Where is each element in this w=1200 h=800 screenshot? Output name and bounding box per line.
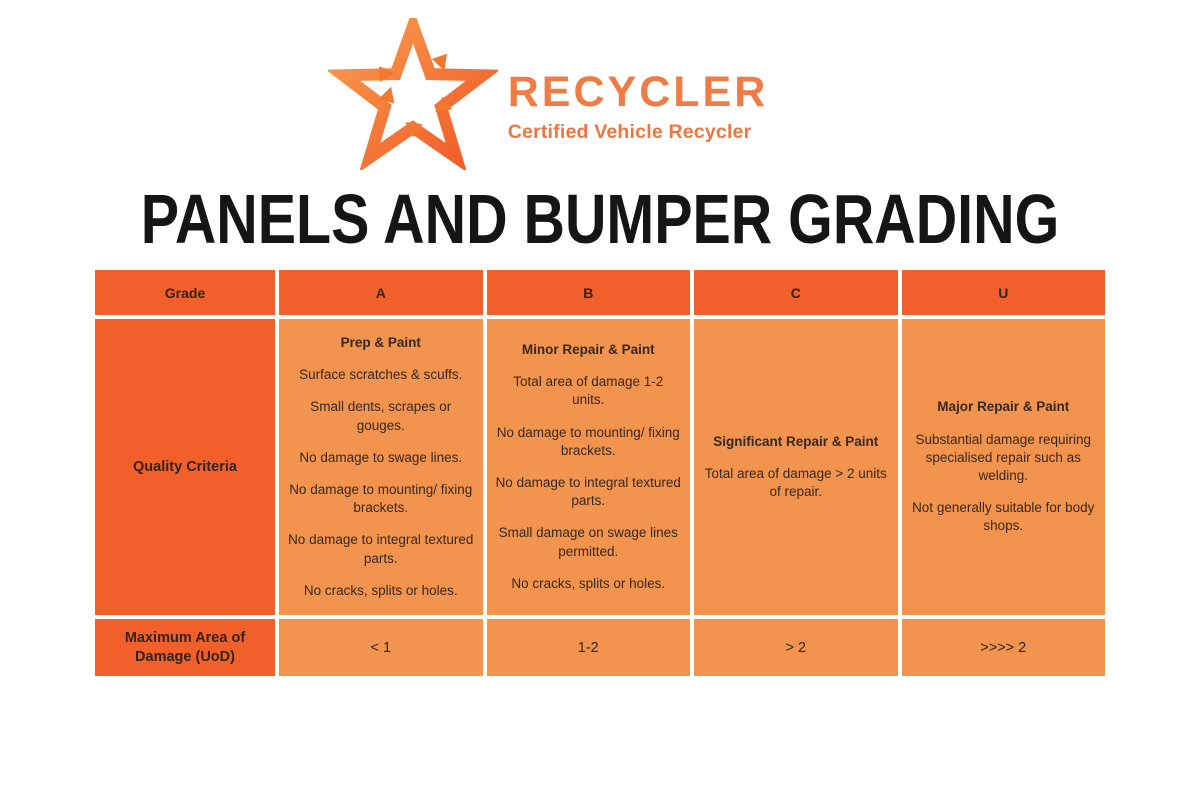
grade-a-item: No cracks, splits or holes. [303,582,458,598]
grade-a-item: No damage to swage lines. [299,449,463,465]
grade-a-item: Small dents, scrapes or gouges. [310,399,452,433]
grade-b-item: No damage to mounting/ fixing brackets. [496,424,680,458]
grade-u-item: Not generally suitable for body shops. [912,500,1095,534]
max-damage-grade-a: < 1 [279,619,483,676]
grade-a-title: Prep & Paint [340,334,421,350]
grade-b-title: Minor Repair & Paint [521,341,655,357]
header-cell-c: C [694,270,898,315]
quality-cell-grade-a: Prep & Paint Surface scratches & scuffs.… [279,319,483,615]
grade-b-item: Total area of damage 1-2 units. [513,374,664,408]
grade-b-item: No damage to integral textured parts. [495,475,681,509]
grade-c-item: Total area of damage > 2 units of repair… [704,465,887,500]
recycler-star-icon [325,8,501,173]
logo-section: RECYCLER Certified Vehicle Recycler [0,0,1200,173]
grade-a-item: No damage to integral textured parts. [288,532,474,566]
header-cell-a: A [279,270,483,315]
grade-c-title: Significant Repair & Paint [713,433,879,449]
logo-text-block: RECYCLER Certified Vehicle Recycler [508,45,769,144]
grade-a-item: Surface scratches & scuffs. [299,367,463,383]
max-damage-grade-c: > 2 [694,619,898,676]
max-damage-grade-u: >>>> 2 [901,619,1105,676]
max-damage-grade-b: 1-2 [486,619,690,676]
recycler-logo: RECYCLER Certified Vehicle Recycler [325,8,769,173]
brand-tagline: Certified Vehicle Recycler [507,120,752,143]
grade-b-item: Small damage on swage lines permitted. [498,525,678,559]
grade-u-item: Substantial damage requiring specialised… [915,431,1092,483]
grade-b-item: No cracks, splits or holes. [511,575,666,591]
grade-a-item: No damage to mounting/ fixing brackets. [289,482,473,516]
header-cell-b: B [486,270,690,315]
header-cell-u: U [901,270,1105,315]
brand-name: RECYCLER [507,67,769,116]
header-cell-grade: Grade [95,270,275,315]
quality-cell-grade-u: Major Repair & Paint Substantial damage … [901,319,1105,615]
grade-u-title: Major Repair & Paint [937,399,1070,415]
grading-table: Grade A B C U Quality Criteria Prep & Pa… [95,270,1105,676]
quality-cell-grade-b: Minor Repair & Paint Total area of damag… [486,319,690,615]
row-label-max-damage: Maximum Area of Damage (UoD) [95,619,275,676]
page-title: PANELS AND BUMPER GRADING [140,180,1060,258]
quality-cell-grade-c: Significant Repair & Paint Total area of… [694,319,898,615]
row-label-quality-criteria: Quality Criteria [95,319,275,615]
